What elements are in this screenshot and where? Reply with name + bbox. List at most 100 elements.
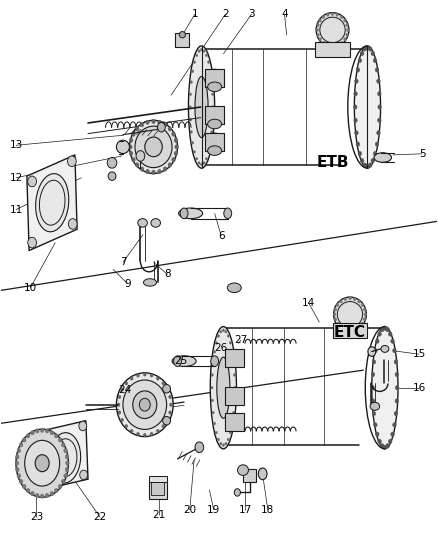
Circle shape [35,494,39,498]
Circle shape [162,382,165,385]
Circle shape [360,158,364,163]
Circle shape [58,438,62,442]
Circle shape [170,403,173,407]
Text: 8: 8 [164,270,171,279]
Ellipse shape [208,82,222,92]
Circle shape [363,47,367,51]
Circle shape [222,329,224,332]
Circle shape [375,68,379,72]
Bar [243,469,256,482]
Circle shape [31,491,34,496]
Circle shape [130,429,133,433]
Ellipse shape [173,356,181,367]
Circle shape [35,429,39,433]
Circle shape [393,423,396,427]
Circle shape [79,421,87,431]
Ellipse shape [226,414,243,431]
Ellipse shape [130,120,177,173]
Circle shape [130,377,133,380]
Text: ETB: ETB [316,155,349,171]
Ellipse shape [35,174,69,232]
Circle shape [355,79,358,83]
Circle shape [212,106,214,108]
Circle shape [356,142,360,146]
Ellipse shape [117,373,173,437]
Circle shape [331,12,334,15]
Ellipse shape [217,357,230,418]
Text: 12: 12 [9,173,23,183]
Circle shape [340,41,343,44]
Circle shape [378,92,381,96]
Circle shape [208,151,210,153]
Circle shape [231,422,233,425]
Circle shape [135,163,139,167]
Ellipse shape [234,489,240,496]
Ellipse shape [226,350,243,367]
Circle shape [381,443,384,448]
Circle shape [58,484,62,489]
Circle shape [391,339,394,343]
Bar [205,106,224,124]
Circle shape [15,461,18,465]
Circle shape [19,479,23,483]
Ellipse shape [206,133,223,150]
Ellipse shape [210,327,237,449]
Circle shape [368,47,372,51]
Circle shape [346,23,348,27]
Circle shape [211,374,213,376]
Text: 18: 18 [261,505,275,515]
Ellipse shape [138,219,148,227]
Circle shape [322,41,325,44]
Circle shape [211,386,213,389]
Circle shape [372,411,376,416]
Circle shape [340,15,343,19]
Circle shape [191,141,194,144]
Circle shape [137,374,139,377]
Ellipse shape [208,146,222,156]
Circle shape [195,442,204,453]
Circle shape [389,332,392,336]
Circle shape [375,142,379,146]
Ellipse shape [208,119,222,129]
Circle shape [19,443,23,447]
Ellipse shape [133,391,157,418]
Circle shape [143,373,146,376]
Text: 3: 3 [248,9,255,19]
Ellipse shape [179,208,203,219]
Circle shape [208,61,210,63]
Text: 17: 17 [239,505,252,515]
Circle shape [189,106,191,108]
Circle shape [64,448,67,453]
Circle shape [189,93,191,95]
Circle shape [190,81,192,84]
Circle shape [358,58,362,62]
Circle shape [233,399,236,402]
Text: ETC: ETC [334,326,366,341]
Text: 24: 24 [119,385,132,395]
Circle shape [162,424,165,428]
Circle shape [140,167,144,171]
Circle shape [156,377,159,380]
Circle shape [172,158,175,162]
Circle shape [212,93,214,95]
Bar [149,479,166,499]
Circle shape [28,176,36,187]
Circle shape [157,123,165,132]
Circle shape [334,308,337,311]
Circle shape [326,13,329,17]
Circle shape [334,318,337,321]
Circle shape [220,330,222,333]
Circle shape [22,484,26,489]
Text: 14: 14 [302,297,315,308]
Circle shape [317,33,319,36]
Circle shape [118,411,121,414]
Ellipse shape [374,153,392,163]
Circle shape [16,467,19,472]
Text: 26: 26 [215,343,228,353]
Circle shape [386,328,389,332]
Circle shape [198,50,200,52]
Ellipse shape [151,219,160,227]
Circle shape [227,438,230,441]
Circle shape [201,49,203,51]
Circle shape [193,151,195,153]
